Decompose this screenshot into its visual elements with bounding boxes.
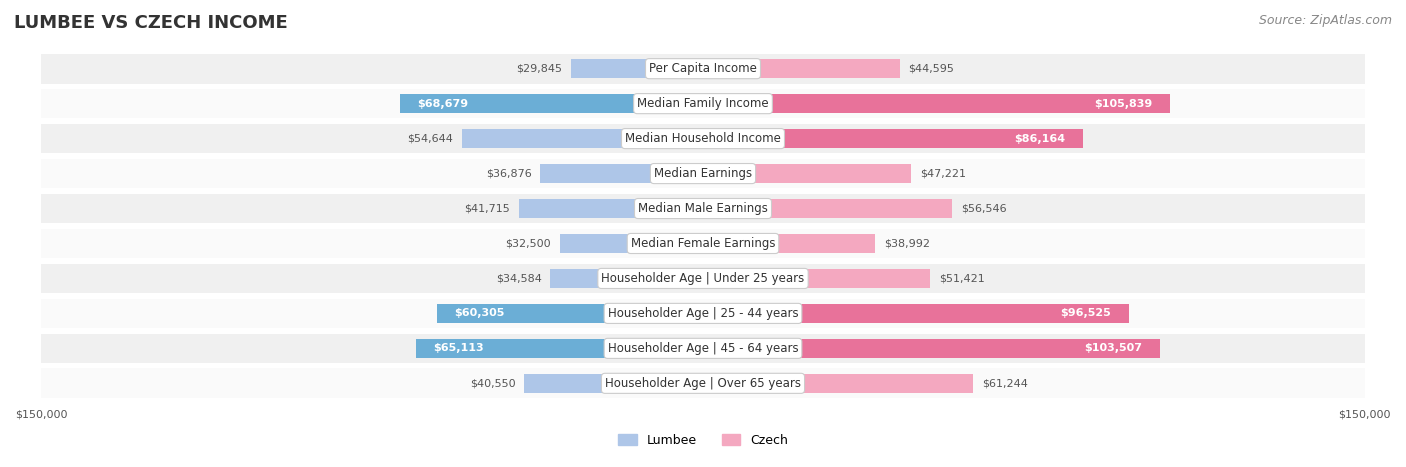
Text: Median Family Income: Median Family Income (637, 97, 769, 110)
Text: $65,113: $65,113 (433, 343, 484, 354)
Bar (540, 164, 703, 183)
Text: Source: ZipAtlas.com: Source: ZipAtlas.com (1258, 14, 1392, 27)
Bar (41, 333, 1365, 363)
Text: $60,305: $60,305 (454, 308, 505, 318)
Text: $103,507: $103,507 (1084, 343, 1142, 354)
Text: $44,595: $44,595 (908, 64, 955, 74)
Text: $34,584: $34,584 (496, 274, 541, 283)
Bar (560, 234, 703, 253)
Text: Householder Age | 45 - 64 years: Householder Age | 45 - 64 years (607, 342, 799, 355)
Bar (41, 89, 1365, 119)
Text: $96,525: $96,525 (1060, 308, 1111, 318)
Bar (703, 234, 875, 253)
Bar (463, 129, 703, 148)
Bar (437, 304, 703, 323)
Text: Median Household Income: Median Household Income (626, 132, 780, 145)
Bar (703, 129, 1083, 148)
Bar (703, 164, 911, 183)
Bar (703, 304, 1129, 323)
Bar (703, 374, 973, 393)
Text: Householder Age | Under 25 years: Householder Age | Under 25 years (602, 272, 804, 285)
Text: $36,876: $36,876 (485, 169, 531, 178)
Bar (519, 199, 703, 218)
Bar (416, 339, 703, 358)
Text: Median Earnings: Median Earnings (654, 167, 752, 180)
Text: Per Capita Income: Per Capita Income (650, 62, 756, 75)
Bar (41, 368, 1365, 398)
Bar (41, 229, 1365, 258)
Bar (41, 159, 1365, 188)
Bar (703, 199, 952, 218)
Text: $32,500: $32,500 (505, 239, 551, 248)
Text: $54,644: $54,644 (408, 134, 453, 143)
Text: $61,244: $61,244 (981, 378, 1028, 389)
Text: $56,546: $56,546 (962, 204, 1007, 213)
Bar (703, 269, 929, 288)
Text: Median Male Earnings: Median Male Earnings (638, 202, 768, 215)
Bar (550, 269, 703, 288)
Text: $38,992: $38,992 (884, 239, 929, 248)
Text: $86,164: $86,164 (1014, 134, 1066, 143)
Bar (571, 59, 703, 78)
Text: $47,221: $47,221 (920, 169, 966, 178)
Text: $51,421: $51,421 (939, 274, 984, 283)
Legend: Lumbee, Czech: Lumbee, Czech (613, 429, 793, 452)
Text: Median Female Earnings: Median Female Earnings (631, 237, 775, 250)
Text: $29,845: $29,845 (516, 64, 562, 74)
Text: $40,550: $40,550 (470, 378, 515, 389)
Bar (41, 54, 1365, 84)
Text: $68,679: $68,679 (418, 99, 468, 109)
Bar (703, 94, 1170, 113)
Bar (41, 298, 1365, 328)
Text: Householder Age | 25 - 44 years: Householder Age | 25 - 44 years (607, 307, 799, 320)
Bar (524, 374, 703, 393)
Bar (41, 194, 1365, 223)
Text: $41,715: $41,715 (464, 204, 510, 213)
Bar (703, 339, 1160, 358)
Text: Householder Age | Over 65 years: Householder Age | Over 65 years (605, 377, 801, 390)
Bar (41, 124, 1365, 154)
Text: $105,839: $105,839 (1094, 99, 1153, 109)
Bar (401, 94, 703, 113)
Text: LUMBEE VS CZECH INCOME: LUMBEE VS CZECH INCOME (14, 14, 288, 32)
Bar (41, 263, 1365, 293)
Bar (703, 59, 900, 78)
